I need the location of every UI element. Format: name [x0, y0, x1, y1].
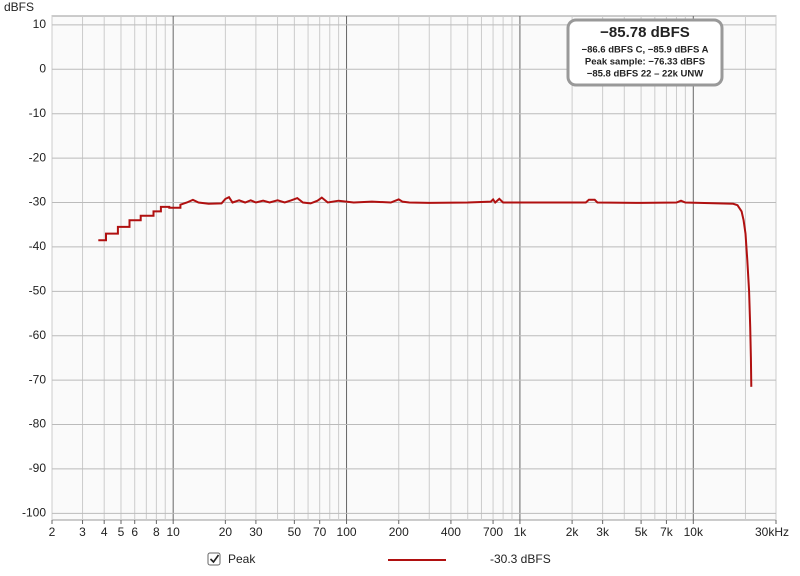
x-tick-label: 20: [219, 525, 233, 539]
x-tick-label: 1k: [514, 525, 528, 539]
x-tick-label: 3k: [596, 525, 610, 539]
x-tick-label: 200: [389, 525, 409, 539]
y-tick-label: -50: [29, 283, 47, 297]
plot-area: [51, 15, 777, 521]
readout-frame: [566, 18, 724, 87]
legend-value: -30.3 dBFS: [490, 552, 551, 566]
x-tick-label: 70: [313, 525, 327, 539]
y-tick-label: -60: [29, 328, 47, 342]
y-tick-label: 0: [39, 61, 46, 75]
y-tick-label: -80: [29, 417, 47, 431]
y-tick-label: -40: [29, 239, 47, 253]
y-tick-label: -100: [22, 506, 46, 520]
x-tick-label: 2: [49, 525, 56, 539]
x-tick-label: 6: [131, 525, 138, 539]
legend-label: Peak: [228, 552, 256, 566]
x-tick-label: 30: [249, 525, 263, 539]
x-tick-label: 5: [118, 525, 125, 539]
x-tick-label: 7k: [660, 525, 674, 539]
readout-line: −86.6 dBFS C, −85.9 dBFS A: [582, 45, 709, 56]
readout-main: −85.78 dBFS: [600, 24, 690, 41]
x-tick-label: 8: [153, 525, 160, 539]
x-tick-label: 700: [483, 525, 503, 539]
x-tick-label: 30kHz: [755, 525, 789, 539]
y-tick-label: -70: [29, 372, 47, 386]
x-tick-label: 400: [441, 525, 461, 539]
y-tick-label: -30: [29, 195, 47, 209]
x-tick-label: 10k: [684, 525, 704, 539]
y-tick-label: -20: [29, 150, 47, 164]
x-tick-label: 4: [101, 525, 108, 539]
readout-line: −85.8 dBFS 22 – 22k UNW: [587, 69, 703, 80]
y-axis-label: dBFS: [4, 0, 34, 14]
x-tick-label: 5k: [635, 525, 649, 539]
y-tick-label: 10: [33, 17, 47, 31]
x-tick-label: 50: [288, 525, 302, 539]
x-tick-label: 2k: [566, 525, 580, 539]
readout-box: −85.78 dBFS −86.6 dBFS C, −85.9 dBFS APea…: [566, 18, 724, 87]
x-tick-label: 10: [166, 525, 180, 539]
readout-line: Peak sample: −76.33 dBFS: [585, 57, 705, 68]
y-tick-label: -10: [29, 106, 47, 120]
y-tick-label: -90: [29, 461, 47, 475]
legend-check: [209, 554, 220, 564]
x-tick-label: 3: [79, 525, 86, 539]
x-tick-label: 100: [337, 525, 357, 539]
data-line: [98, 195, 753, 387]
